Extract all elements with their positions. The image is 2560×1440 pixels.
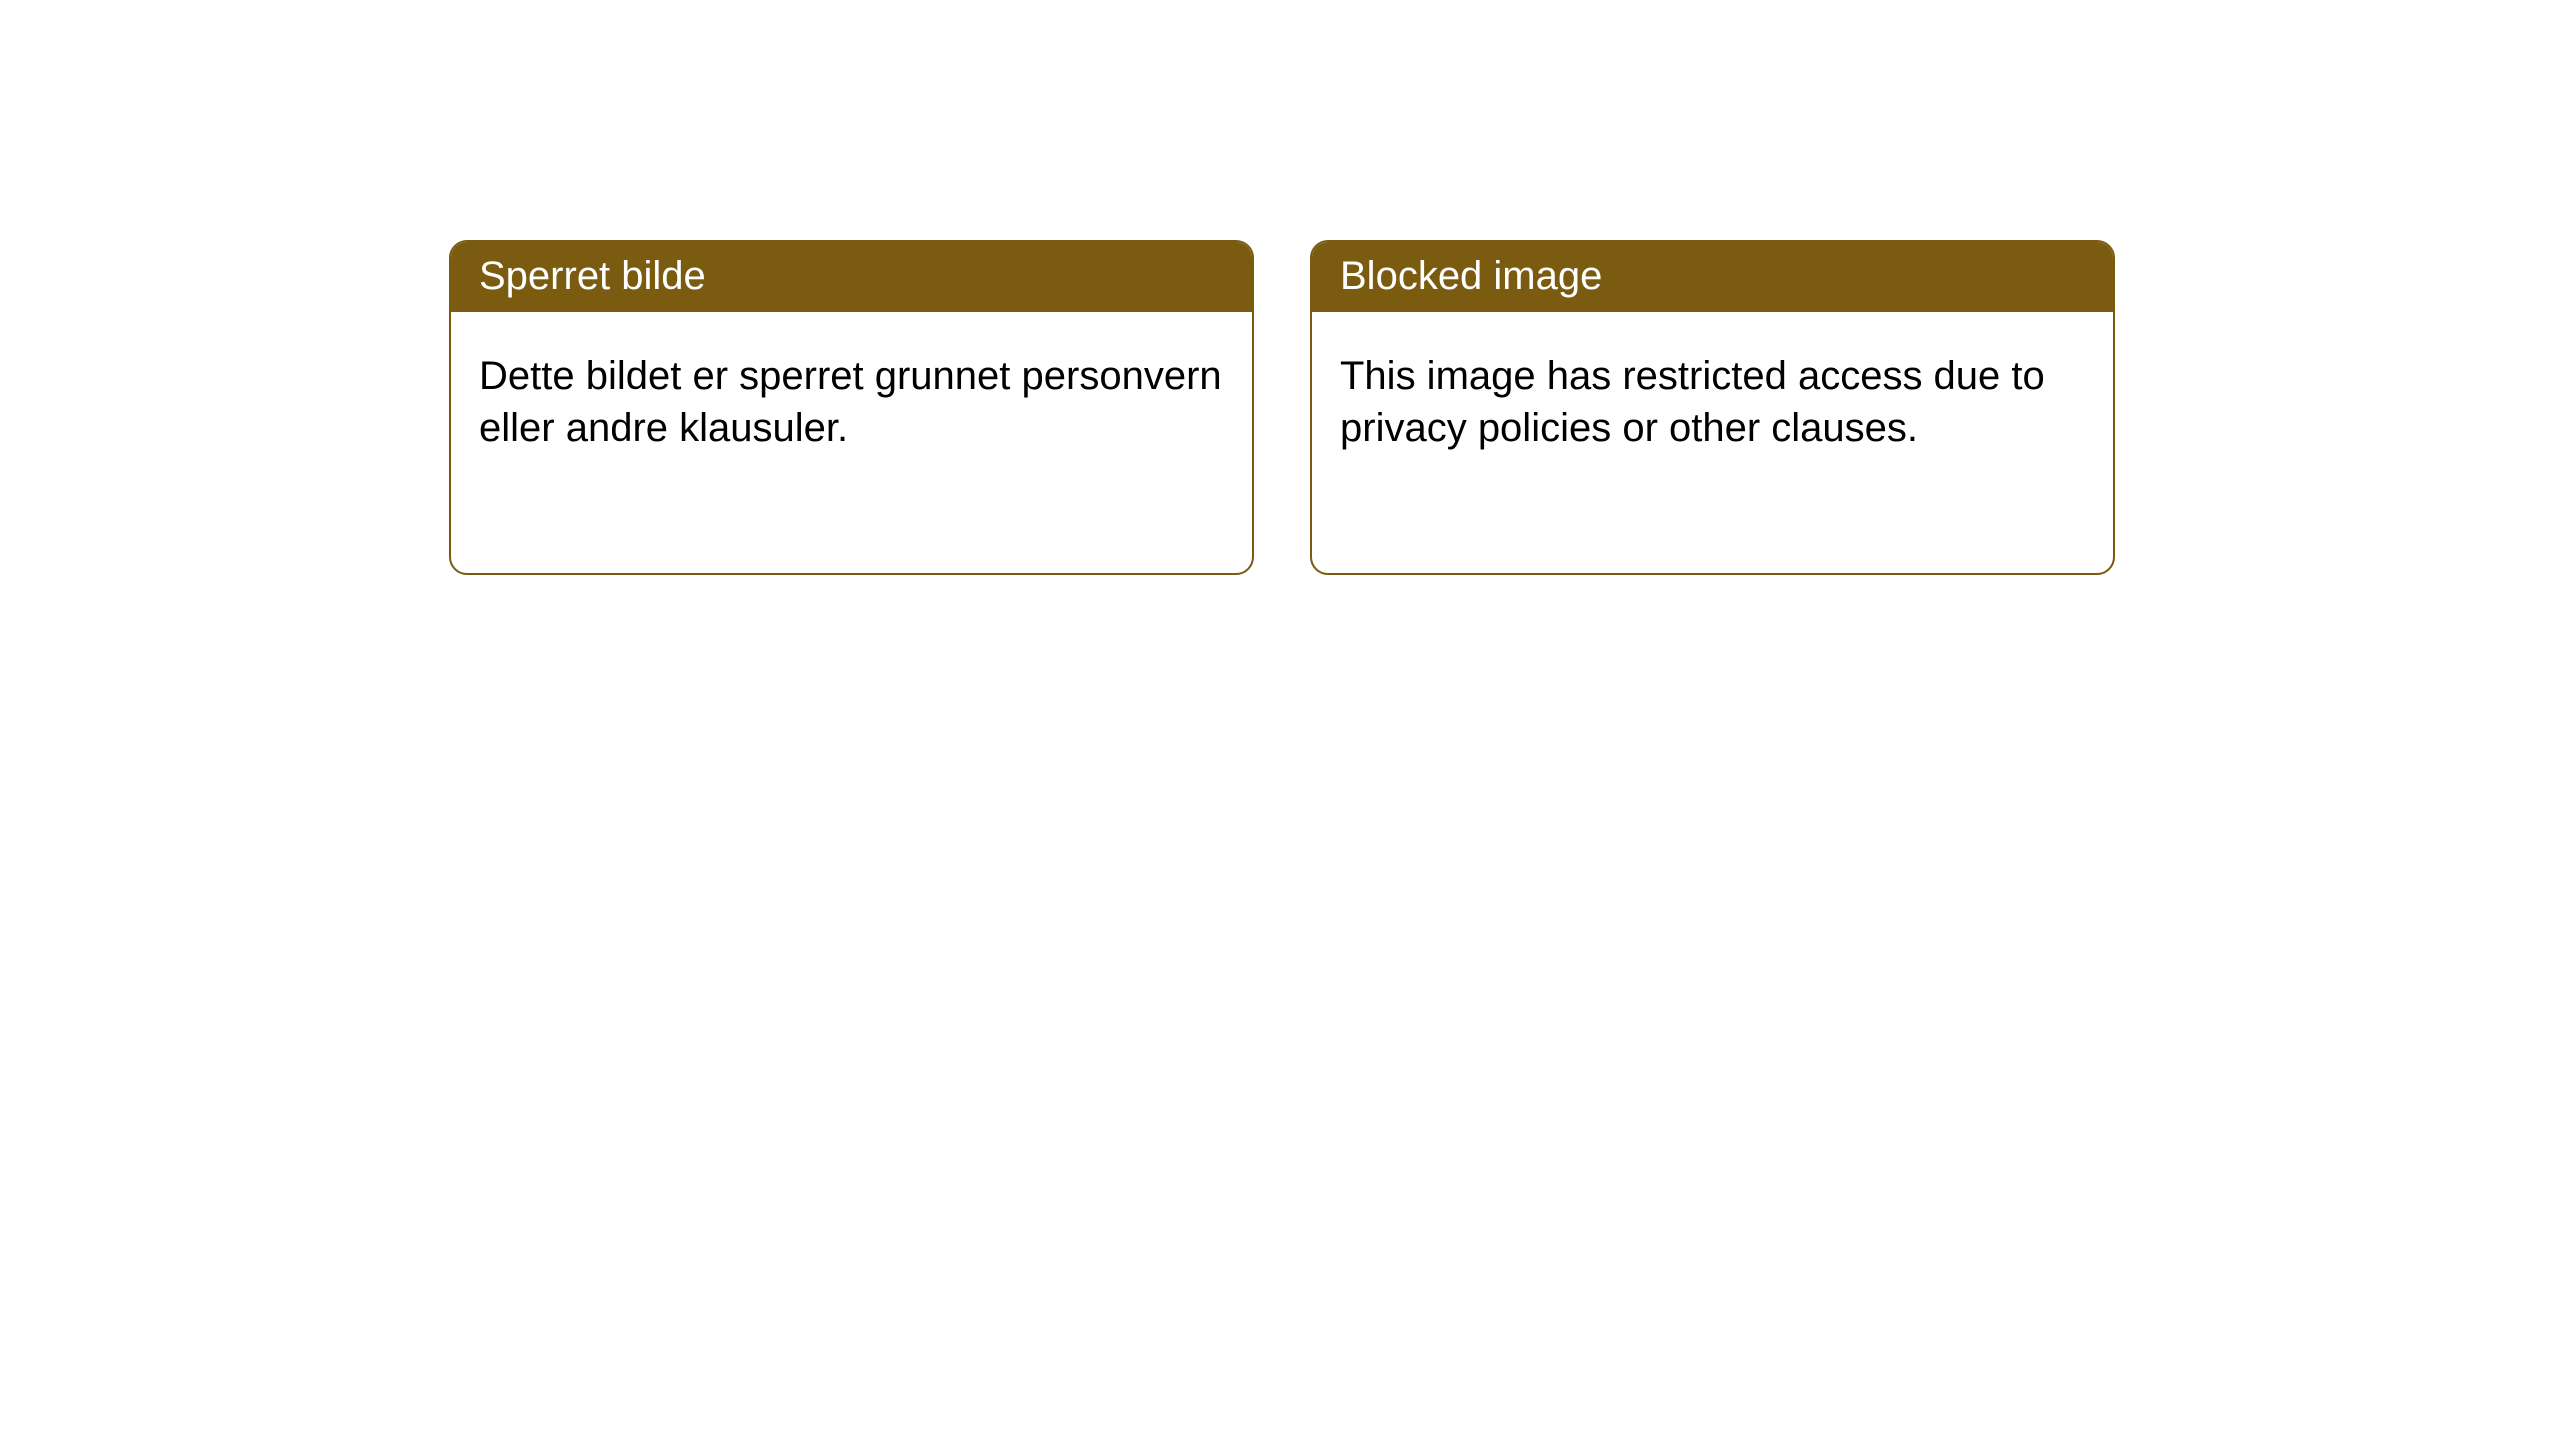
notice-card-en: Blocked image This image has restricted …: [1310, 240, 2115, 575]
notice-body-en: This image has restricted access due to …: [1312, 312, 2113, 482]
notice-card-no: Sperret bilde Dette bildet er sperret gr…: [449, 240, 1254, 575]
notice-container: Sperret bilde Dette bildet er sperret gr…: [449, 240, 2115, 575]
notice-body-no: Dette bildet er sperret grunnet personve…: [451, 312, 1252, 482]
notice-header-no: Sperret bilde: [451, 242, 1252, 312]
notice-header-en: Blocked image: [1312, 242, 2113, 312]
